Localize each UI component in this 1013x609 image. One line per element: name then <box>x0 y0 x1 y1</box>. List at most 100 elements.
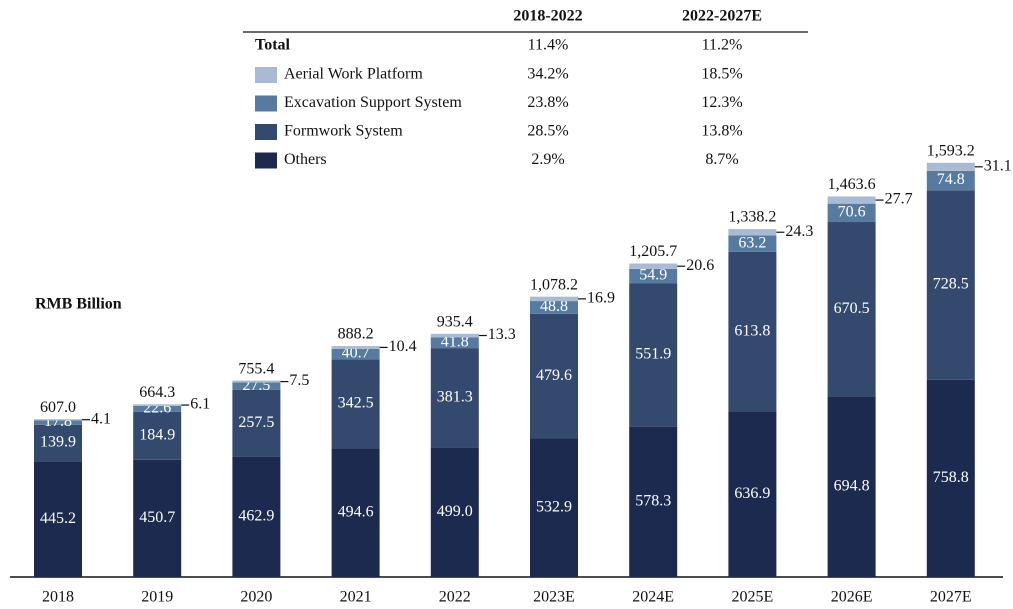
data-label: 184.9 <box>139 426 175 443</box>
bar-segment <box>530 296 578 302</box>
data-label: 479.6 <box>536 367 572 384</box>
bar-segment <box>331 348 380 360</box>
x-tick-label: 2022 <box>439 589 471 606</box>
data-label: 758.8 <box>933 469 969 486</box>
bar-segment <box>827 203 876 223</box>
table-cell: 11.4% <box>528 37 569 54</box>
data-label: 551.9 <box>635 346 671 363</box>
bar-segment <box>331 448 380 577</box>
bar-segment <box>728 235 777 252</box>
total-label: 888.2 <box>338 326 374 343</box>
data-label: 22.6 <box>143 399 171 416</box>
bar-segment <box>629 263 678 269</box>
bar-segment <box>530 301 578 314</box>
data-label: 17.8 <box>44 413 72 430</box>
total-label: 935.4 <box>437 313 473 330</box>
bar-segment <box>728 251 777 412</box>
total-label: 755.4 <box>238 360 274 377</box>
data-label: 728.5 <box>933 276 969 293</box>
data-label: 40.7 <box>342 345 370 362</box>
x-tick-label: 2020 <box>240 589 272 606</box>
total-label: 1,078.2 <box>530 276 578 293</box>
bar-segment <box>232 456 281 577</box>
total-label: 1,205.7 <box>629 243 677 260</box>
data-label: 4.1 <box>91 410 111 427</box>
x-tick-label: 2018 <box>42 589 74 606</box>
table-cell: 12.3% <box>701 94 742 111</box>
data-label: 636.9 <box>734 485 770 502</box>
total-label: 664.3 <box>139 384 175 401</box>
data-label: 445.2 <box>40 510 76 527</box>
bar-segment <box>331 346 380 349</box>
table-cell: 18.5% <box>701 66 742 83</box>
x-tick-label: 2021 <box>340 589 372 606</box>
table-cell: 2.9% <box>531 151 564 168</box>
bar-segment <box>430 333 479 338</box>
data-label: 694.8 <box>834 477 870 494</box>
bar-segment <box>827 222 876 397</box>
bar-segment <box>827 396 876 577</box>
data-label: 10.4 <box>389 338 417 355</box>
data-label: 54.9 <box>639 267 667 284</box>
bar-segment <box>827 196 876 204</box>
bar-segment <box>232 380 281 383</box>
table-row-label: Total <box>255 37 291 54</box>
table-header: 2018-2022 <box>513 8 582 25</box>
data-label: 613.8 <box>734 322 770 339</box>
legend-swatch <box>255 67 277 83</box>
legend-swatch <box>255 124 277 140</box>
data-label: 70.6 <box>838 204 866 221</box>
bar-segment <box>926 379 975 577</box>
table-cell: 23.8% <box>527 94 568 111</box>
data-label: 20.6 <box>686 257 714 274</box>
data-label: 74.8 <box>937 171 965 188</box>
data-label: 494.6 <box>338 503 374 520</box>
bar-segment <box>629 268 678 284</box>
bar-segment <box>430 337 479 349</box>
legend-label: Aerial Work Platform <box>284 66 423 83</box>
data-label: 139.9 <box>40 434 76 451</box>
total-label: 1,593.2 <box>927 142 975 159</box>
bar-segment <box>34 419 82 421</box>
bar-segment <box>34 461 82 577</box>
total-label: 607.0 <box>40 399 76 416</box>
total-label: 1,338.2 <box>728 209 776 226</box>
legend-label: Others <box>284 151 327 168</box>
bar-segment <box>728 411 777 577</box>
table-header: 2022-2027E <box>682 8 762 25</box>
table-cell: 13.8% <box>701 123 742 140</box>
bar-segment <box>232 382 281 390</box>
unit-label: RMB Billion <box>35 296 122 313</box>
data-label: 27.5 <box>242 377 270 394</box>
data-label: 450.7 <box>139 509 175 526</box>
legend-label: Formwork System <box>284 123 403 140</box>
bar-segment <box>34 420 82 425</box>
data-label: 13.3 <box>488 326 516 343</box>
x-tick-label: 2019 <box>141 589 173 606</box>
data-label: 670.5 <box>834 300 870 317</box>
data-label: 63.2 <box>738 234 766 251</box>
bar-segment <box>926 162 975 171</box>
total-label: 1,463.6 <box>828 176 876 193</box>
bar-segment <box>530 313 578 439</box>
x-tick-label: 2023E <box>533 589 575 606</box>
table-cell: 11.2% <box>702 37 743 54</box>
legend-swatch <box>255 95 277 112</box>
bar-segment <box>133 405 182 412</box>
data-label: 532.9 <box>536 498 572 515</box>
data-label: 499.0 <box>437 503 473 520</box>
bar-segment <box>629 426 678 577</box>
data-label: 381.3 <box>437 388 473 405</box>
data-label: 16.9 <box>587 290 615 307</box>
data-label: 31.1 <box>984 157 1012 174</box>
data-label: 342.5 <box>338 395 374 412</box>
data-label: 7.5 <box>289 372 309 389</box>
bar-segment <box>133 404 182 406</box>
legend-swatch <box>255 152 277 169</box>
bar-segment <box>926 170 975 191</box>
bar-segment <box>34 424 82 462</box>
data-label: 24.3 <box>785 223 813 240</box>
x-tick-label: 2024E <box>632 589 674 606</box>
bar-segment <box>133 459 182 577</box>
